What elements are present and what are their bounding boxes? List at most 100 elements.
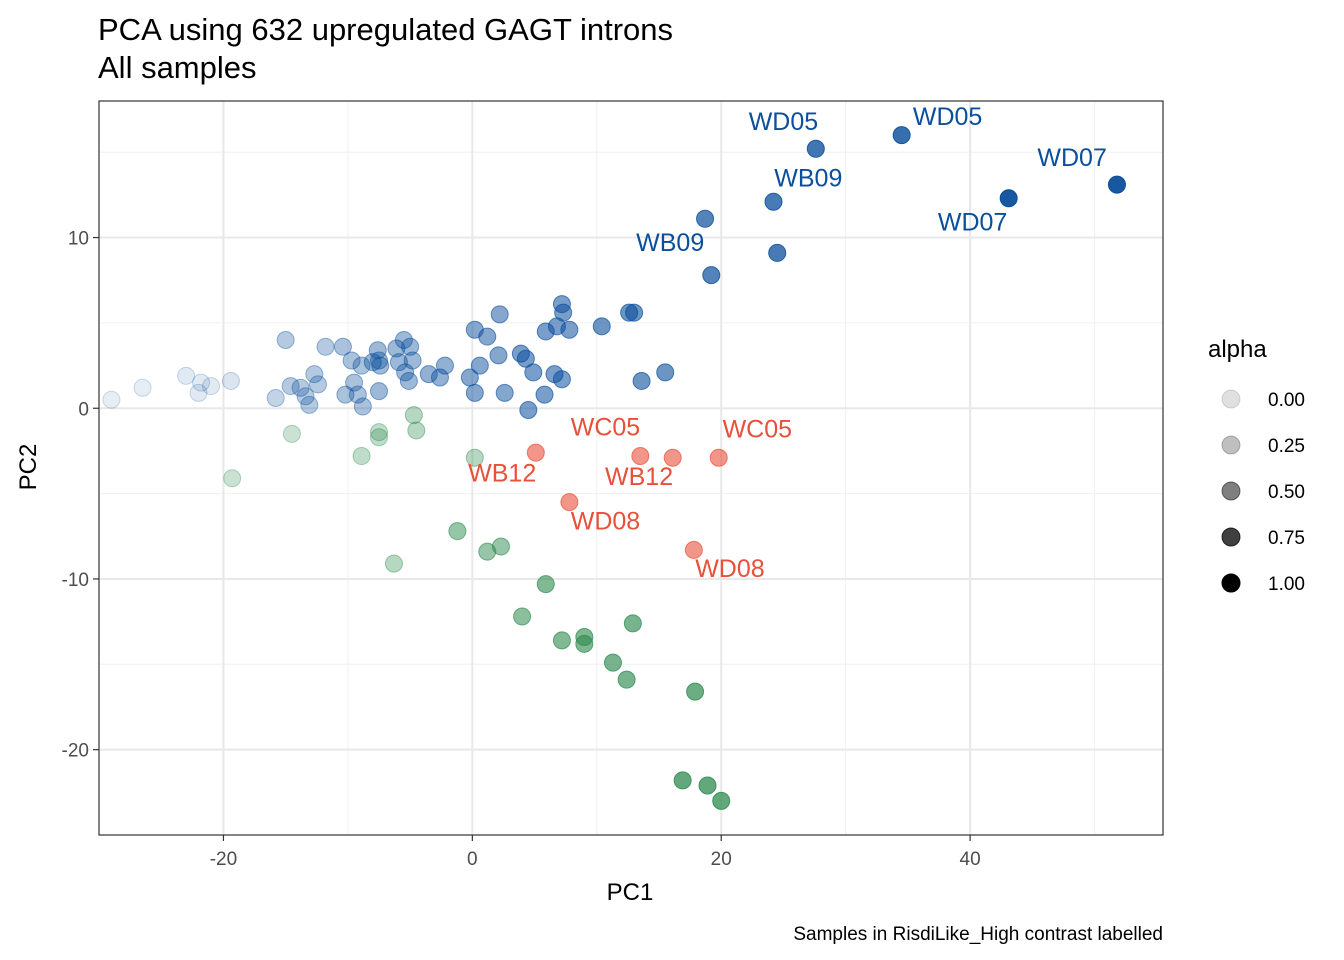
blue-data-point (300, 395, 319, 414)
legend-key (1221, 435, 1241, 455)
blue-data-point (133, 378, 152, 397)
green-data-point (552, 631, 571, 650)
point-label: WD08 (695, 555, 764, 583)
red-data-point (631, 447, 650, 466)
blue-data-point (554, 303, 573, 322)
blue-data-point (435, 356, 454, 375)
blue-data-point (419, 365, 438, 384)
legend-label: 0.75 (1268, 528, 1305, 549)
red-data-point (709, 448, 728, 467)
point-label: WD07 (938, 209, 1007, 237)
blue-data-point (399, 371, 418, 390)
blue-data-point (632, 371, 651, 390)
point-label: WD07 (1037, 144, 1106, 172)
blue-data-point (221, 371, 240, 390)
blue-data-point (764, 192, 783, 211)
blue-data-point (535, 385, 554, 404)
point-label: WC05 (571, 414, 640, 442)
blue-data-point (519, 400, 538, 419)
blue-data-point (342, 351, 361, 370)
legend-title: alpha (1208, 336, 1267, 363)
legend-label: 0.50 (1268, 482, 1305, 503)
x-axis-ticks: -20 0 20 40 (210, 835, 981, 870)
y-tick-label: 0 (78, 399, 89, 420)
y-tick-label: 10 (68, 229, 89, 250)
blue-data-point (281, 377, 300, 396)
blue-data-point (806, 139, 825, 158)
blue-data-point (490, 305, 509, 324)
x-tick-label: -20 (210, 849, 237, 870)
green-data-point (491, 537, 510, 556)
legend-key (1221, 527, 1241, 547)
x-axis-title: PC1 (607, 879, 654, 906)
red-data-point (560, 493, 579, 512)
green-data-point (712, 791, 731, 810)
blue-data-point (336, 385, 355, 404)
y-tick-label: -20 (62, 741, 89, 762)
legend-key (1221, 573, 1241, 593)
blue-data-point (495, 383, 514, 402)
y-axis-ticks: -20 -10 0 10 (62, 229, 99, 762)
panel-border (98, 100, 1164, 836)
green-data-point (575, 634, 594, 653)
blue-data-point (371, 356, 390, 375)
green-data-point (673, 771, 692, 790)
data-points (102, 126, 1126, 810)
blue-data-point (768, 243, 787, 262)
blue-data-point (305, 365, 324, 384)
blue-data-point (478, 327, 497, 346)
chart-subtitle: All samples (98, 50, 257, 85)
blue-data-point (403, 351, 422, 370)
blue-data-point (309, 375, 328, 394)
green-data-point (617, 670, 636, 689)
blue-data-point (389, 353, 408, 372)
chart-caption: Samples in RisdiLike_High contrast label… (793, 924, 1163, 945)
green-data-point (370, 423, 388, 442)
green-data-point (623, 614, 642, 633)
blue-data-point (370, 382, 388, 401)
blue-data-point (430, 368, 449, 387)
green-data-point (282, 424, 301, 443)
blue-data-point (345, 373, 364, 392)
point-label: WB12 (605, 463, 673, 491)
red-data-point (526, 443, 545, 462)
legend-label: 0.00 (1268, 390, 1305, 411)
legend-key (1221, 389, 1241, 409)
red-data-point (663, 448, 682, 467)
red-data-point (684, 540, 703, 559)
blue-data-point (189, 383, 208, 402)
legend-key (1221, 481, 1241, 501)
green-data-point (686, 682, 705, 701)
blue-data-point (524, 363, 543, 382)
green-data-point (448, 522, 467, 541)
blue-data-point (192, 373, 211, 392)
green-data-point (223, 469, 242, 488)
green-data-point (404, 406, 423, 425)
point-label: WD05 (913, 103, 982, 131)
x-tick-label: 0 (467, 849, 478, 870)
blue-data-point (202, 377, 220, 396)
blue-data-point (348, 385, 367, 404)
point-label: WC05 (723, 415, 792, 443)
blue-data-point (276, 330, 295, 349)
green-data-point (513, 607, 532, 626)
y-axis-title: PC2 (15, 444, 42, 491)
blue-data-point (296, 387, 315, 406)
blue-data-point (516, 349, 535, 368)
point-labels: WD05 WD05 WD07 WD07 WB09 WB09 WC05 WC05 WB12 WB12… (468, 103, 1107, 583)
point-label: WB12 (468, 460, 536, 488)
green-data-point (603, 653, 622, 672)
green-data-point (698, 776, 717, 795)
point-label: WD08 (571, 507, 640, 535)
green-data-point (465, 448, 484, 467)
blue-data-point (333, 337, 352, 356)
blue-data-point (394, 330, 413, 349)
green-data-point (352, 447, 371, 466)
blue-data-point (489, 346, 508, 365)
legend-label: 1.00 (1268, 574, 1305, 595)
legend-label: 0.25 (1268, 436, 1305, 457)
blue-data-point (696, 209, 715, 228)
blue-data-point (291, 378, 310, 397)
point-label: WB09 (636, 229, 704, 257)
green-data-point (407, 421, 426, 440)
